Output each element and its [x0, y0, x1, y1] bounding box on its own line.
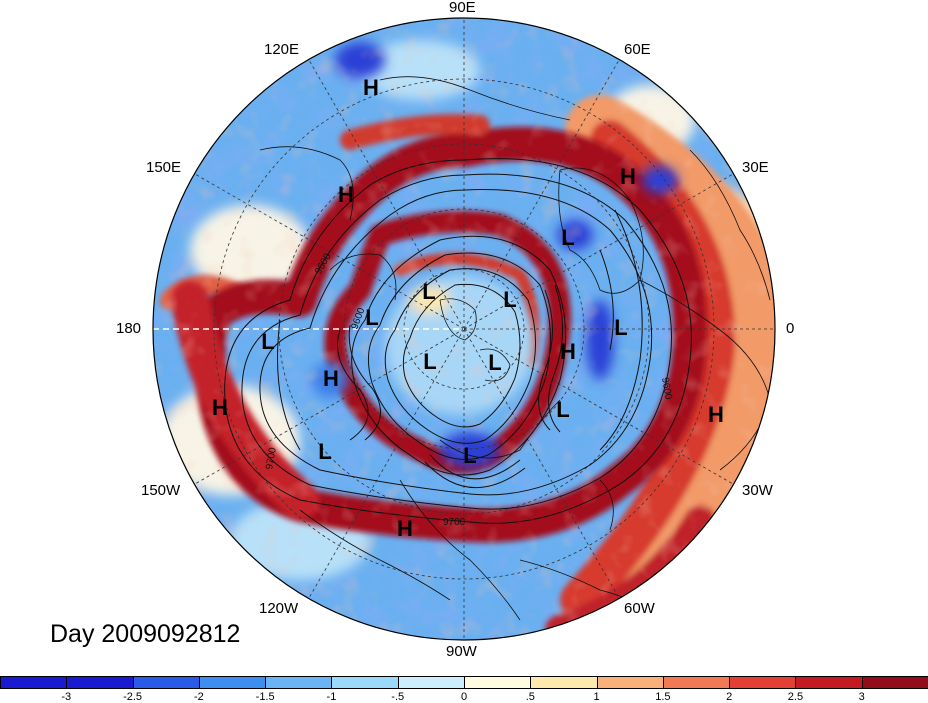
lon-label-180: 180	[116, 320, 142, 337]
lon-label-120W: 120W	[259, 600, 299, 617]
low-marker: L	[556, 397, 570, 422]
colorbar-tick-label: 1.5	[655, 691, 671, 703]
colorbar-tick-label: .5	[525, 691, 535, 703]
contour-label: 9700	[443, 517, 466, 528]
lon-label-120E: 120E	[264, 41, 300, 58]
low-marker: L	[423, 349, 437, 374]
colorbar-tick-label: 3	[858, 691, 865, 703]
high-marker: H	[323, 366, 339, 391]
colorbar-segment	[0, 676, 68, 689]
lon-label-150E: 150E	[146, 159, 182, 176]
colorbar-segment	[596, 676, 664, 689]
colorbar-segment	[331, 676, 399, 689]
colorbar-tick-label: -1	[326, 691, 337, 703]
colorbar-tick-label: -.5	[391, 691, 405, 703]
high-marker: H	[620, 164, 636, 189]
polar-stereographic-map: 9600 9600 9700 9700 9600	[152, 17, 776, 641]
anomaly-field	[153, 18, 775, 640]
lon-label-30W: 30W	[742, 482, 773, 499]
contour-label: 9700	[264, 446, 279, 470]
high-marker: H	[708, 402, 724, 427]
colorbar-segment	[198, 676, 267, 689]
high-marker: H	[363, 75, 379, 100]
high-marker: H	[397, 516, 413, 541]
low-marker: L	[488, 350, 502, 375]
lon-label-60E: 60E	[624, 41, 651, 58]
colorbar-tick-label: -2.5	[123, 691, 143, 703]
colorbar-segment	[66, 676, 134, 689]
colorbar-segment	[729, 676, 797, 689]
colorbar-tick-label: 1	[593, 691, 600, 703]
high-marker: H	[560, 339, 576, 364]
colorbar-segment	[464, 676, 532, 689]
lon-label-150W: 150W	[141, 482, 181, 499]
day-label: Day 2009092812	[50, 620, 241, 648]
low-marker: L	[318, 439, 332, 464]
colorbar-tick-label: 2.5	[787, 691, 804, 703]
low-marker: L	[422, 279, 436, 304]
lon-label-30E: 30E	[742, 159, 769, 176]
contour-label: 9600	[659, 377, 674, 401]
lon-label-0: 0	[786, 320, 795, 337]
high-marker: H	[212, 395, 228, 420]
lon-label-90W: 90W	[446, 643, 477, 660]
low-marker: L	[365, 305, 379, 330]
colorbar-segment	[662, 676, 731, 689]
colorbar-tick-label: 2	[726, 691, 733, 703]
colorbar-segment	[265, 676, 333, 689]
colorbar: -3 -2.5 -2 -1.5 -1 -.5 0 .5 1 1.5 2 2.5 3	[0, 676, 928, 703]
high-marker: H	[338, 182, 354, 207]
colorbar-tick-label: -2	[193, 691, 204, 703]
low-marker: L	[503, 287, 517, 312]
low-marker: L	[463, 443, 477, 468]
colorbar-tick-label: -3	[61, 691, 72, 703]
colorbar-segment	[795, 676, 863, 689]
colorbar-tick-label: -1.5	[255, 691, 275, 703]
low-marker: L	[614, 315, 628, 340]
low-marker: L	[561, 225, 575, 250]
map-boundary	[152, 17, 776, 641]
low-marker: L	[261, 329, 275, 354]
colorbar-tick-label: 0	[460, 691, 468, 703]
colorbar-segment	[861, 676, 928, 689]
colorbar-segment	[132, 676, 200, 689]
colorbar-segment	[530, 676, 598, 689]
colorbar-segment	[397, 676, 465, 689]
lon-label-60W: 60W	[624, 600, 655, 617]
lon-label-90E: 90E	[449, 0, 476, 16]
